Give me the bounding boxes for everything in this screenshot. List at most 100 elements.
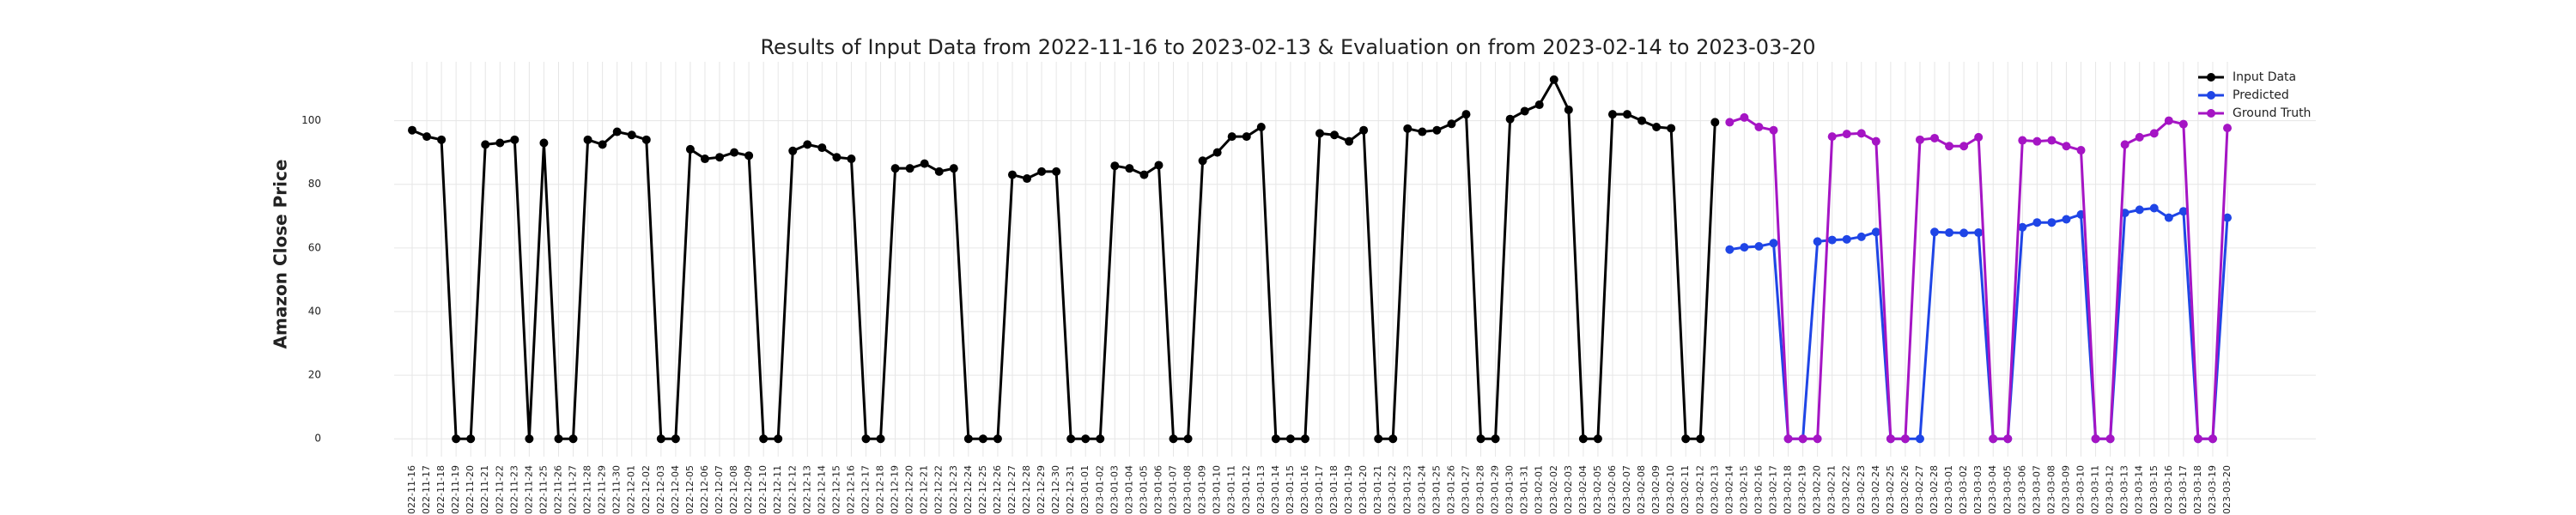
x-tick-label: 2023-02-16 [1753,465,1764,515]
x-tick-label: 2023-01-15 [1285,465,1296,515]
x-tick-label: 2022-12-27 [1006,465,1018,515]
data-point [2018,136,2027,145]
x-tick-label: 2023-02-21 [1826,465,1838,515]
x-tick-label: 2022-12-16 [845,465,856,515]
x-tick-label: 2022-12-05 [684,465,696,515]
data-point [1681,434,1691,444]
data-point [1461,110,1471,119]
data-point [1432,125,1442,135]
data-point [2164,116,2173,125]
data-point [2105,434,2115,444]
x-tick-label: 2022-12-31 [1065,465,1076,515]
data-point [1754,122,1764,131]
x-tick-label: 2023-01-02 [1094,465,1105,515]
data-point [905,164,914,173]
data-point [1871,227,1880,237]
y-axis-label: Amazon Close Price [270,160,291,349]
data-point [1959,228,1969,238]
y-tick-label: 80 [308,178,321,190]
data-point [1198,156,1207,166]
x-tick-label: 2022-12-15 [830,465,841,515]
data-point [2047,218,2057,227]
x-tick-label: 2023-01-16 [1299,465,1310,515]
x-tick-label: 2022-12-25 [977,465,988,515]
data-point [1637,116,1647,125]
data-point [1271,434,1280,444]
data-point [1842,234,1851,244]
x-tick-label: 2023-01-06 [1152,465,1163,515]
x-tick-label: 2023-01-17 [1314,465,1325,515]
data-point [1813,434,1822,444]
data-point [2208,434,2217,444]
data-point [1754,241,1764,251]
data-point [1549,75,1558,84]
y-tick-label: 60 [308,241,321,253]
x-tick-label: 2022-12-02 [641,465,652,515]
data-point [1740,243,1749,252]
data-point [1564,105,1573,114]
x-tick-label: 2023-02-08 [1636,465,1647,515]
x-tick-label: 2023-01-25 [1431,465,1442,515]
x-tick-label: 2023-03-09 [2060,465,2071,515]
data-point [1827,132,1837,142]
data-point [2135,205,2144,215]
x-tick-label: 2023-03-07 [2031,465,2042,515]
data-point [1007,170,1017,179]
x-tick-label: 2023-02-28 [1929,465,1940,515]
data-point [1169,434,1178,444]
data-point [1842,130,1851,139]
x-tick-label: 2023-02-26 [1899,465,1911,515]
legend-label: Input Data [2233,70,2296,84]
x-tick-label: 2023-01-20 [1358,465,1369,515]
data-point [452,434,461,444]
x-tick-label: 2022-11-16 [406,465,417,515]
x-tick-label: 2023-03-11 [2090,465,2101,515]
data-point [920,159,929,168]
x-tick-label: 2023-01-26 [1445,465,1456,515]
x-tick-label: 2022-12-29 [1036,465,1047,515]
x-tick-label: 2023-02-20 [1812,465,1823,515]
x-tick-label: 2022-12-23 [948,465,959,515]
x-tick-label: 2023-01-04 [1123,465,1134,515]
x-tick-label: 2023-01-08 [1182,465,1194,515]
data-point [715,153,725,162]
data-point [554,434,563,444]
x-tick-label: 2023-02-25 [1885,465,1896,515]
data-point [1139,170,1149,179]
legend-label: Predicted [2233,88,2289,102]
data-point [1725,118,1735,127]
data-point [1813,237,1822,246]
data-point [641,135,651,144]
data-point [1667,124,1676,133]
x-tick-label: 2023-01-12 [1241,465,1252,515]
data-point [2076,146,2086,155]
data-point [1783,434,1793,444]
x-tick-label: 2023-03-15 [2148,465,2160,515]
data-point [890,164,900,173]
x-tick-label: 2022-11-29 [597,465,608,515]
x-tick-label: 2023-03-02 [1958,465,1969,515]
data-point [1886,434,1895,444]
data-point [1110,161,1120,171]
x-tick-label: 2023-03-06 [2016,465,2027,515]
x-tick-label: 2023-02-04 [1577,465,1589,515]
data-point [1900,434,1910,444]
data-point [788,146,798,155]
data-point [1403,124,1413,133]
data-point [612,127,622,136]
legend-label: Ground Truth [2233,106,2311,120]
x-tick-label: 2023-03-20 [2221,465,2233,515]
data-point [1534,100,1544,110]
x-tick-label: 2023-03-19 [2207,465,2218,515]
x-tick-label: 2023-01-23 [1401,465,1413,515]
data-point [993,434,1002,444]
data-point [1345,136,1354,146]
x-tick-label: 2023-01-21 [1372,465,1383,515]
x-tick-label: 2023-03-17 [2178,465,2189,515]
x-tick-label: 2023-03-04 [1987,465,1998,515]
x-tick-label: 2022-11-21 [479,465,490,515]
x-tick-label: 2023-02-22 [1841,465,1852,515]
data-point [1315,129,1324,138]
data-point [1652,122,1662,131]
